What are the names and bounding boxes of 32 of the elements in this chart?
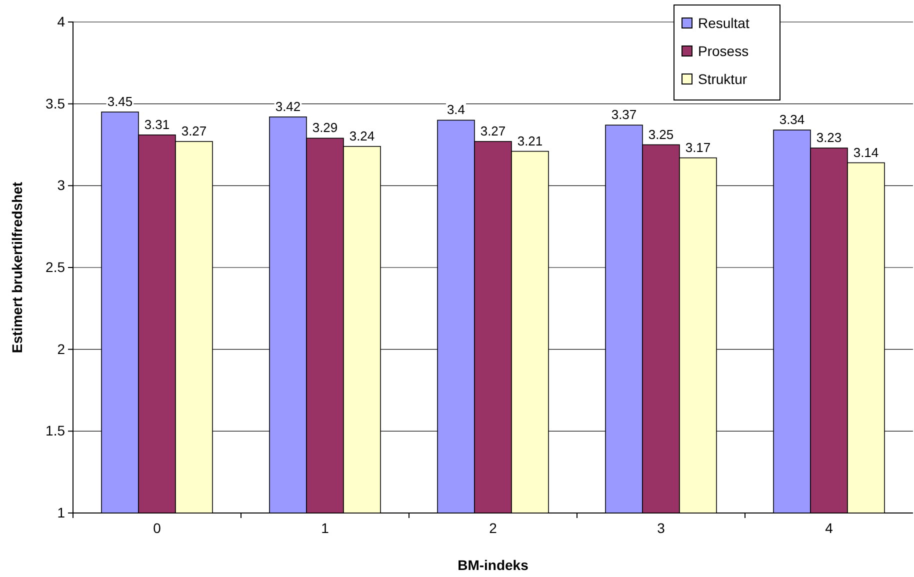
y-tick-label: 1.5 <box>46 422 66 439</box>
data-label: 3.25 <box>648 126 674 142</box>
data-label: 3.24 <box>349 128 375 144</box>
x-tick-label: 3 <box>657 520 666 536</box>
y-axis-title: Estimert brukertilfredshet <box>9 182 25 354</box>
legend-label: Resultat <box>698 15 750 31</box>
data-label: 3.21 <box>517 133 543 148</box>
x-tick-label: 2 <box>489 520 498 536</box>
data-label: 3.27 <box>480 123 506 138</box>
y-tick-label: 1 <box>57 504 66 520</box>
y-tick-label: 3.5 <box>46 95 66 112</box>
y-tick-label: 4 <box>57 13 66 30</box>
data-label: 3.31 <box>144 116 170 132</box>
y-tick-label: 2.5 <box>46 258 66 275</box>
y-tick-label: 2 <box>57 340 66 357</box>
data-label: 3.29 <box>312 120 338 136</box>
data-label: 3.14 <box>853 144 879 160</box>
x-axis-title: BM-indeks <box>458 557 529 573</box>
data-label: 3.45 <box>107 94 133 110</box>
data-label: 3.17 <box>685 140 711 155</box>
legend-label: Prosess <box>698 43 749 59</box>
data-label: 3.37 <box>611 107 637 122</box>
data-label: 3.27 <box>181 123 207 138</box>
x-tick-label: 1 <box>321 520 330 536</box>
data-label: 3.42 <box>275 98 301 114</box>
data-label: 3.4 <box>446 102 466 118</box>
x-tick-label: 4 <box>825 520 834 536</box>
x-tick-label: 0 <box>153 520 162 536</box>
data-label: 3.34 <box>779 112 805 128</box>
data-label: 3.23 <box>816 130 842 146</box>
legend-label: Struktur <box>698 71 748 87</box>
y-tick-label: 3 <box>57 177 66 194</box>
